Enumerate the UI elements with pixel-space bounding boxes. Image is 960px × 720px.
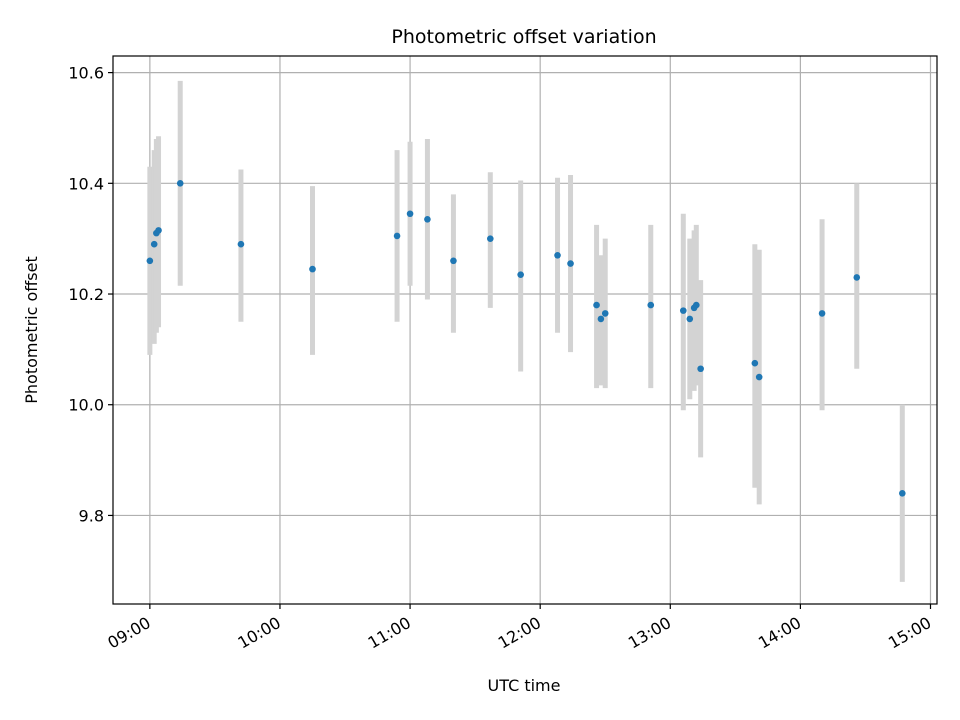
data-point [517,271,524,278]
data-point [593,301,600,309]
plot-frame [112,55,938,605]
data-point [554,251,561,259]
data-point [406,210,414,218]
y-tick-label: 10.4 [68,174,104,193]
data-point [155,227,162,234]
y-axis-label: Photometric offset [22,256,41,404]
y-tick-label: 10.6 [68,64,104,83]
data-point [176,180,184,187]
data-points [146,180,906,497]
y-axis-ticks: 9.8 10.0 10.2 10.4 10.6 [68,64,113,525]
data-point [393,232,401,240]
data-point [309,265,316,273]
data-point [450,257,457,265]
y-tick-label: 10.2 [68,285,104,304]
data-point [487,235,494,242]
data-point [424,215,431,223]
data-point [899,489,906,497]
x-axis-label: UTC time [488,676,561,695]
data-point [751,359,759,367]
y-tick-label: 10.0 [68,396,104,415]
data-point [237,240,245,248]
y-tick-label: 9.8 [79,506,104,525]
chart-title: Photometric offset variation [391,26,656,48]
data-point [755,373,763,381]
data-point [601,310,609,317]
data-point [150,240,158,248]
data-point [697,365,704,373]
data-point [146,257,154,265]
data-point [693,301,700,309]
data-point [647,301,655,309]
data-point [853,274,861,281]
data-point [679,307,687,314]
data-point [818,310,826,317]
data-point [686,315,694,323]
data-point [567,260,574,267]
data-point [597,315,605,323]
